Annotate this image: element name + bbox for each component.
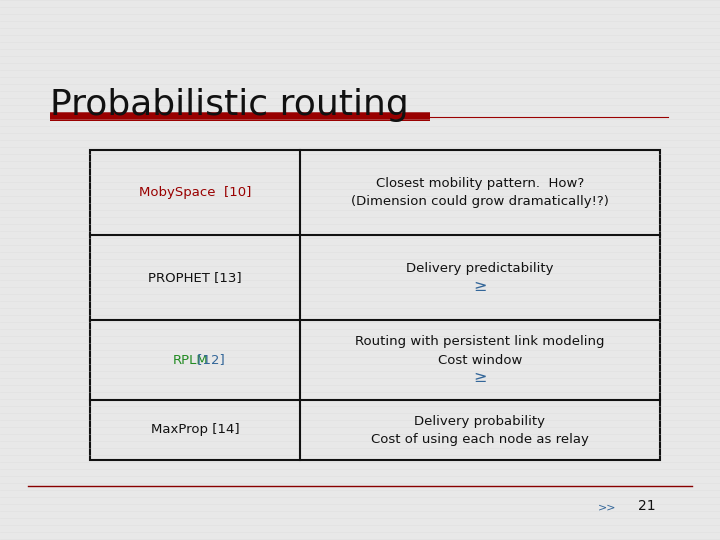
Text: Closest mobility pattern.  How?: Closest mobility pattern. How? [376,177,584,190]
Text: >>: >> [598,502,616,512]
Text: (Dimension could grow dramatically!?): (Dimension could grow dramatically!?) [351,195,609,208]
Bar [50,112,430,121]
Text: Routing with persistent link modeling: Routing with persistent link modeling [355,335,605,348]
Text: Probabilistic routing: Probabilistic routing [50,88,409,122]
Bar [90,150,660,460]
Text: ≥: ≥ [473,279,487,294]
Text: Delivery probability: Delivery probability [415,415,546,428]
Text: MaxProp [14]: MaxProp [14] [150,423,239,436]
Text: Cost of using each node as relay: Cost of using each node as relay [371,433,589,446]
Text: MobySpace  [10]: MobySpace [10] [139,186,251,199]
Text: PROPHET [13]: PROPHET [13] [148,271,242,284]
Text: ≥: ≥ [473,370,487,386]
Text: Cost window: Cost window [438,354,522,367]
Text: 21: 21 [638,499,656,513]
Text: Delivery predictability: Delivery predictability [406,262,554,275]
Text: [12]: [12] [192,354,225,367]
Text: RPLM: RPLM [173,354,209,367]
